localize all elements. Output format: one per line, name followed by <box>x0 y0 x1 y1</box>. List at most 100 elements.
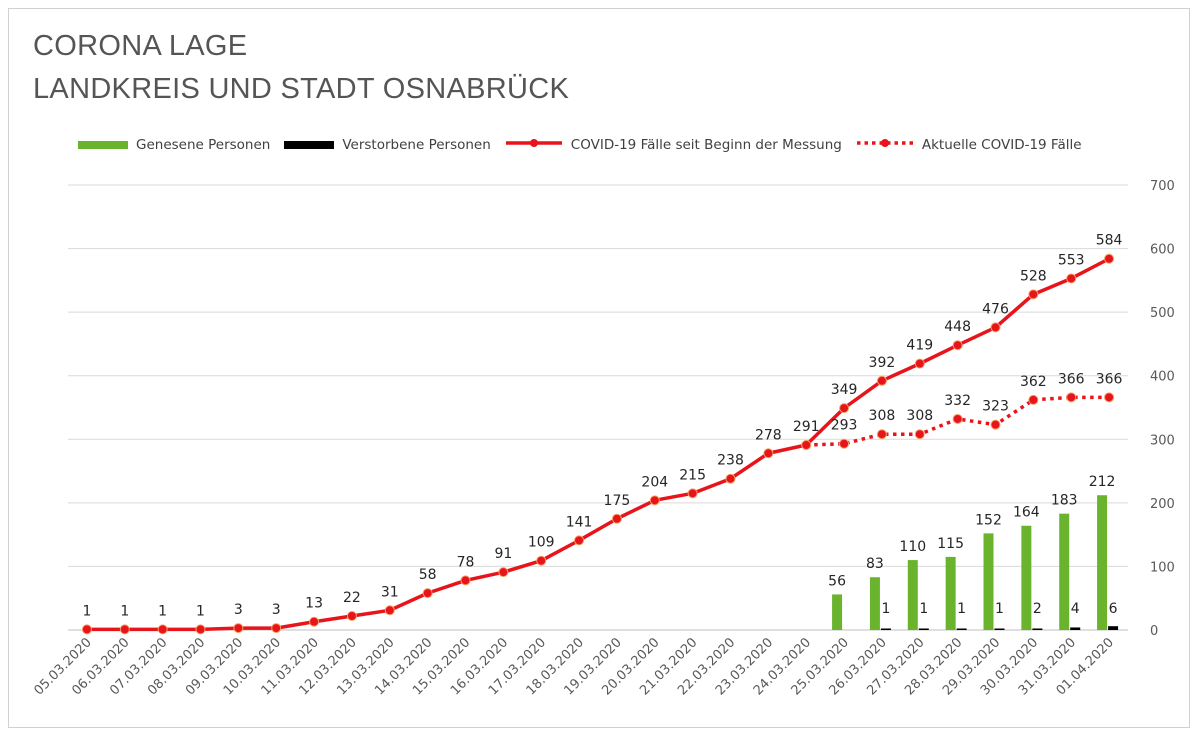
legend-item-deceased: Verstorbene Personen <box>284 137 491 153</box>
legend-label-deceased: Verstorbene Personen <box>342 137 491 153</box>
data-label-total-cases: 13 <box>305 596 323 612</box>
point-total-cases <box>271 623 282 634</box>
data-label-recovered: 183 <box>1051 493 1078 509</box>
data-label-total-cases: 238 <box>717 453 744 469</box>
legend-swatch-total-cases <box>505 137 563 153</box>
y-tick-label: 300 <box>1150 433 1175 448</box>
data-label-current-cases: 323 <box>982 399 1009 415</box>
data-label-current-cases: 293 <box>831 418 858 434</box>
point-total-cases <box>725 473 736 484</box>
data-label-recovered: 110 <box>899 539 926 555</box>
data-label-recovered: 115 <box>937 536 964 552</box>
y-tick-label: 600 <box>1150 243 1175 258</box>
point-total-cases <box>952 340 963 351</box>
data-label-recovered: 83 <box>866 556 884 572</box>
point-current-cases <box>801 440 812 451</box>
data-label-total-cases: 1 <box>196 603 205 619</box>
data-label-current-cases: 308 <box>869 408 896 424</box>
data-label-total-cases: 1 <box>158 603 167 619</box>
legend-label-current-cases: Aktuelle COVID-19 Fälle <box>921 137 1082 153</box>
data-label-deceased: 1 <box>881 601 890 617</box>
data-label-deceased: 1 <box>957 601 966 617</box>
bar-deceased <box>880 628 891 630</box>
data-label-total-cases: 204 <box>641 474 668 490</box>
point-total-cases <box>1104 253 1115 264</box>
point-total-cases <box>195 624 206 635</box>
point-total-cases <box>990 322 1001 333</box>
series-line-current-cases <box>806 395 1110 447</box>
data-label-total-cases: 31 <box>381 584 399 600</box>
data-label-total-cases: 78 <box>457 554 475 570</box>
legend-item-recovered: Genesene Personen <box>78 137 270 153</box>
bar-deceased <box>1032 628 1043 630</box>
data-label-current-cases: 308 <box>906 408 933 424</box>
point-total-cases <box>839 403 850 414</box>
point-total-cases <box>1066 273 1077 284</box>
data-label-total-cases: 3 <box>272 602 281 618</box>
point-current-cases <box>1104 392 1115 403</box>
data-label-total-cases: 448 <box>944 319 971 335</box>
point-total-cases <box>460 575 471 586</box>
point-current-cases <box>876 429 887 440</box>
y-tick-label: 700 <box>1150 179 1175 194</box>
data-label-recovered: 212 <box>1089 474 1116 490</box>
point-total-cases <box>498 567 509 578</box>
point-total-cases <box>422 588 433 599</box>
data-label-total-cases: 349 <box>831 382 858 398</box>
point-total-cases <box>1028 289 1039 300</box>
data-label-total-cases: 1 <box>82 603 91 619</box>
point-current-cases <box>914 429 925 440</box>
point-current-cases <box>990 419 1001 430</box>
point-total-cases <box>346 611 357 622</box>
point-total-cases <box>536 555 547 566</box>
chart-title-line-2: LANDKREIS UND STADT OSNABRÜCK <box>33 73 570 105</box>
data-label-deceased: 2 <box>1033 601 1042 617</box>
data-label-total-cases: 528 <box>1020 268 1047 284</box>
data-label-current-cases: 366 <box>1058 371 1085 387</box>
point-total-cases <box>687 488 698 499</box>
data-label-total-cases: 476 <box>982 301 1009 317</box>
point-total-cases <box>763 448 774 459</box>
bar-recovered <box>1097 495 1108 630</box>
data-label-total-cases: 419 <box>906 338 933 354</box>
point-total-cases <box>81 624 92 635</box>
point-total-cases <box>914 358 925 369</box>
chart-title-line-1: CORONA LAGE <box>33 30 248 62</box>
data-label-current-cases: 332 <box>944 393 971 409</box>
legend-label-recovered: Genesene Personen <box>136 137 271 153</box>
point-current-cases <box>952 413 963 424</box>
data-label-current-cases: 362 <box>1020 374 1047 390</box>
point-total-cases <box>611 513 622 524</box>
legend-swatch-recovered <box>78 141 128 149</box>
point-total-cases <box>649 495 660 506</box>
bar-deceased <box>956 628 967 630</box>
y-tick-label: 200 <box>1150 497 1175 512</box>
data-label-total-cases: 22 <box>343 590 361 606</box>
data-label-total-cases: 584 <box>1096 233 1123 249</box>
legend-item-current-cases: Aktuelle COVID-19 Fälle <box>856 137 1082 153</box>
bar-recovered <box>832 594 843 630</box>
series-line-total-cases <box>86 257 1110 632</box>
data-label-recovered: 56 <box>828 573 846 589</box>
y-tick-label: 500 <box>1150 306 1175 321</box>
legend-label-total-cases: COVID-19 Fälle seit Beginn der Messung <box>570 137 842 153</box>
bar-recovered <box>869 577 880 630</box>
legend-swatch-deceased <box>284 141 335 149</box>
point-total-cases <box>309 616 320 627</box>
data-label-total-cases: 278 <box>755 427 782 443</box>
legend-item-total-cases: COVID-19 Fälle seit Beginn der Messung <box>505 137 842 153</box>
y-tick-label: 400 <box>1150 370 1175 385</box>
data-label-total-cases: 215 <box>679 467 706 483</box>
point-total-cases <box>384 605 395 616</box>
point-current-cases <box>839 438 850 449</box>
y-tick-label: 100 <box>1150 560 1175 575</box>
point-total-cases <box>876 375 887 386</box>
data-label-deceased: 1 <box>919 601 928 617</box>
data-label-total-cases: 91 <box>494 546 512 562</box>
y-tick-label: 0 <box>1150 624 1158 639</box>
legend-swatch-current-cases <box>856 137 914 153</box>
chart-legend: Genesene Personen Verstorbene Personen C… <box>78 135 1096 155</box>
bar-deceased <box>1070 627 1081 630</box>
point-current-cases <box>1066 392 1077 403</box>
